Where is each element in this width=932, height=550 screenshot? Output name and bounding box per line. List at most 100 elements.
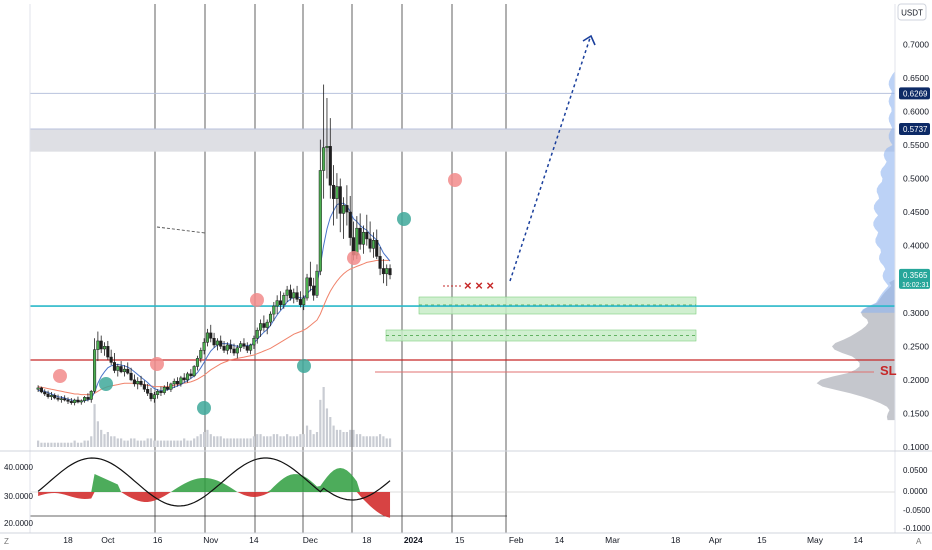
candle[interactable] [305,273,309,301]
candle[interactable] [222,340,226,354]
candle[interactable] [328,118,332,199]
candle[interactable] [338,178,342,233]
candle[interactable] [209,324,213,343]
candle[interactable] [371,232,375,258]
candle[interactable] [285,285,289,303]
candle[interactable] [83,395,87,403]
candle[interactable] [106,340,110,360]
candle[interactable] [295,285,299,303]
candle[interactable] [315,264,319,298]
candle[interactable] [195,355,200,371]
candle[interactable] [278,291,283,311]
currency-button[interactable]: USDT [897,3,927,21]
candle[interactable] [242,338,246,350]
price-pane[interactable]: × × × [30,4,895,533]
candle[interactable] [63,395,67,402]
candle[interactable] [205,328,209,347]
axis-corner-left[interactable]: Z [4,537,9,546]
candle[interactable] [156,389,160,399]
candle[interactable] [99,335,103,354]
candle[interactable] [335,173,339,219]
candle[interactable] [212,332,216,348]
candle[interactable] [176,377,180,387]
candle[interactable] [219,335,223,350]
candle[interactable] [179,375,183,387]
candle[interactable] [239,340,243,352]
candle[interactable] [308,261,312,292]
axis-corner-right[interactable]: A [916,537,922,546]
candle[interactable] [102,342,107,356]
candle[interactable] [112,353,117,374]
candle[interactable] [345,185,349,226]
candle[interactable] [162,385,166,395]
candle[interactable] [259,319,263,337]
candle[interactable] [53,393,57,400]
candle[interactable] [149,387,153,402]
candle[interactable] [272,302,276,321]
candle[interactable] [245,342,249,354]
candle[interactable] [69,398,73,405]
candle[interactable] [378,246,382,276]
candle[interactable] [365,214,369,246]
candle[interactable] [169,382,173,392]
candle[interactable] [252,335,256,350]
candle[interactable] [172,378,176,388]
candle[interactable] [249,343,253,355]
candle[interactable] [73,398,77,406]
candle[interactable] [192,365,196,378]
candle[interactable] [189,369,193,379]
candle[interactable] [96,331,100,362]
candle[interactable] [142,380,146,392]
candle[interactable] [202,338,206,355]
candle[interactable] [298,291,302,308]
candle[interactable] [182,373,186,383]
candle[interactable] [385,264,389,286]
indicator-pane[interactable] [30,457,895,518]
candle[interactable] [56,394,60,402]
candle[interactable] [288,284,292,301]
candle[interactable] [119,361,123,374]
candle[interactable] [318,139,322,276]
candle[interactable] [159,386,163,396]
candle[interactable] [235,344,239,359]
candle[interactable] [43,389,47,396]
candle[interactable] [86,393,90,402]
candle[interactable] [368,221,372,253]
candle[interactable] [146,383,150,396]
candle[interactable] [322,84,326,199]
candle[interactable] [215,338,219,351]
candle[interactable] [199,347,203,363]
candle[interactable] [46,390,50,399]
candle[interactable] [275,295,279,315]
candle[interactable] [232,343,236,356]
candle[interactable] [152,391,156,403]
candle[interactable] [348,195,352,246]
candle[interactable] [39,386,43,394]
candle[interactable] [225,342,229,355]
candle[interactable] [132,374,136,387]
candle[interactable] [36,385,40,392]
candle[interactable] [129,367,133,382]
candle[interactable] [325,97,329,179]
candle[interactable] [59,395,63,403]
candle[interactable] [302,295,306,311]
candle[interactable] [229,339,233,354]
candle[interactable] [185,371,190,383]
candle[interactable] [265,319,269,335]
candle[interactable] [358,213,362,250]
candle[interactable] [342,197,346,239]
candle[interactable] [375,229,379,260]
candle[interactable] [49,391,53,401]
candle[interactable] [66,397,70,405]
candle[interactable] [166,381,170,391]
candle[interactable] [381,259,385,284]
candle[interactable] [136,377,140,390]
candle[interactable] [388,264,392,280]
candle[interactable] [312,277,316,301]
candle[interactable] [89,389,93,403]
candle[interactable] [332,165,336,226]
candle[interactable] [116,363,120,377]
candle[interactable] [262,315,266,332]
candle[interactable] [139,375,143,387]
candle[interactable] [126,362,130,375]
